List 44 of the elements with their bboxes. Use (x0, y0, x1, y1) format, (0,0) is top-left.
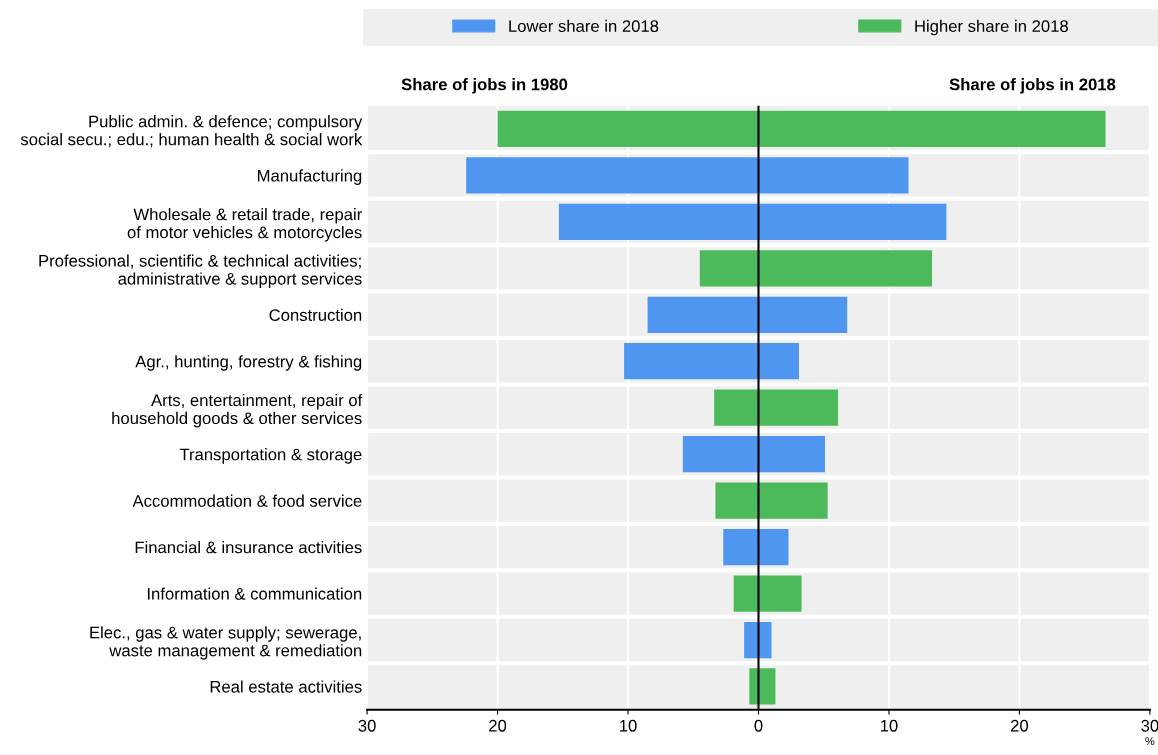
bar (699, 250, 759, 287)
bar (723, 528, 759, 566)
y-tick-label: Public admin. & defence; compulsory social secu.; edu.; human health & social work (20, 115, 363, 148)
bar (758, 389, 839, 426)
bar (758, 157, 909, 194)
bar (758, 575, 802, 612)
y-tick-label: Transportation & storage (179, 448, 362, 464)
bar (733, 575, 759, 612)
text: Share of jobs in 1980 (401, 78, 568, 94)
y-tick-label: Wholesale & retail trade, repair of motor vehicles & motorcycles (127, 208, 362, 242)
bar (758, 482, 828, 519)
y-tick-label: Accommodation & food service (132, 494, 362, 507)
x-tick-label: 30 (358, 719, 376, 732)
bar (758, 296, 848, 333)
y-tick-label: Agr., hunting, forestry & fishing (135, 355, 362, 371)
text: Share of jobs in 2018 (949, 78, 1116, 94)
y-tick-label: Construction (269, 308, 362, 321)
bar (758, 203, 947, 240)
bar (647, 296, 759, 333)
bar (558, 203, 759, 240)
x-tick-label: 20 (489, 719, 507, 732)
y-tick-label: Elec., gas & water supply; sewerage, waste management & remediation (90, 626, 362, 660)
legend-label: Lower share in 2018 (509, 19, 659, 33)
legend-label: Higher share in 2018 (915, 19, 1068, 36)
bar (758, 343, 799, 380)
bar (715, 482, 759, 519)
bar (758, 436, 826, 473)
x-tick-label: 30 (1141, 719, 1158, 732)
x-tick-label: 10 (880, 719, 898, 732)
x-tick-label: 20 (1011, 719, 1029, 732)
bar (758, 528, 789, 566)
y-tick-label: Information & communication (147, 587, 362, 600)
x-tick-label: 10 (620, 719, 637, 732)
y-tick-label: Arts, entertainment, repair of household goods & other services (112, 393, 363, 428)
x-axis-title: % (1145, 737, 1155, 745)
x-tick-label: 0 (754, 719, 763, 732)
y-tick-label: Professional, scientific & technical activities; administrative & support services (39, 254, 362, 288)
bar (624, 343, 759, 380)
bar (758, 250, 933, 287)
y-tick-label: Real estate activities (210, 680, 362, 693)
bar (714, 389, 759, 426)
y-tick-label: Financial & insurance activities (135, 541, 362, 554)
y-tick-label: Manufacturing (257, 169, 362, 185)
bar (682, 436, 759, 473)
